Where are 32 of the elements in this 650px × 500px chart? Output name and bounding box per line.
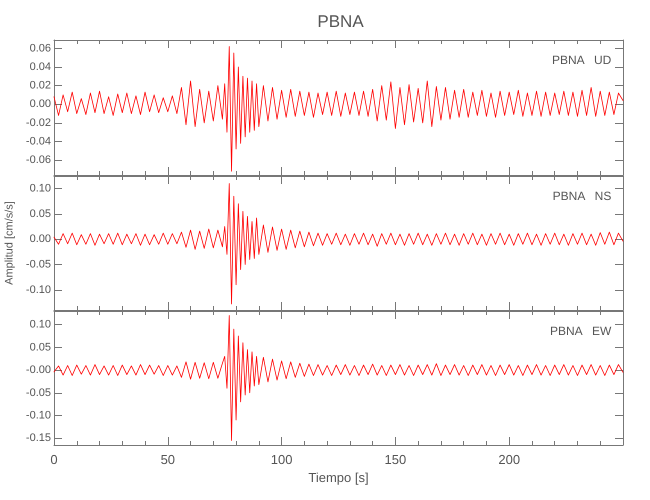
y-tick-label: -0.05 [26, 386, 51, 399]
y-tick-label: 0.05 [30, 208, 51, 220]
y-tick-label: 0.06 [30, 42, 51, 54]
y-tick-label: -0.10 [26, 284, 51, 296]
y-tick-label: -0.10 [26, 409, 51, 422]
y-tick-label: -0.02 [26, 116, 51, 129]
x-tick-label: 0 [50, 452, 58, 467]
chart-title: PBNA [317, 12, 364, 31]
x-tick-label: 50 [160, 452, 176, 467]
annotation: PBNA UD [552, 53, 612, 67]
line-series [54, 183, 624, 304]
y-axis-title: Amplitud [cm/s/s] [4, 201, 16, 285]
y-tick-label: -0.15 [26, 432, 51, 444]
y-tick-label: 0.02 [30, 80, 51, 92]
y-tick-label: 0.10 [30, 182, 51, 195]
y-tick-label: -0.06 [26, 154, 51, 166]
y-tick-label: 0.05 [30, 341, 51, 354]
y-tick-label: 0.04 [30, 61, 51, 73]
x-tick-label: 150 [384, 452, 406, 467]
x-tick-label: 200 [498, 452, 520, 467]
y-tick-label: 0.00 [30, 233, 51, 246]
x-tick-label: 100 [270, 452, 292, 467]
y-tick-label: -0.00 [26, 364, 51, 376]
y-tick-label: -0.05 [26, 258, 51, 270]
annotation: PBNA EW [550, 324, 612, 338]
y-tick-label: 0.00 [30, 98, 51, 110]
line-series [54, 46, 624, 172]
annotation: PBNA NS [552, 189, 612, 203]
x-axis-title: Tiempo [s] [308, 470, 369, 485]
y-tick-label: -0.04 [26, 135, 51, 148]
y-tick-label: 0.10 [30, 318, 51, 331]
line-series [54, 315, 624, 441]
